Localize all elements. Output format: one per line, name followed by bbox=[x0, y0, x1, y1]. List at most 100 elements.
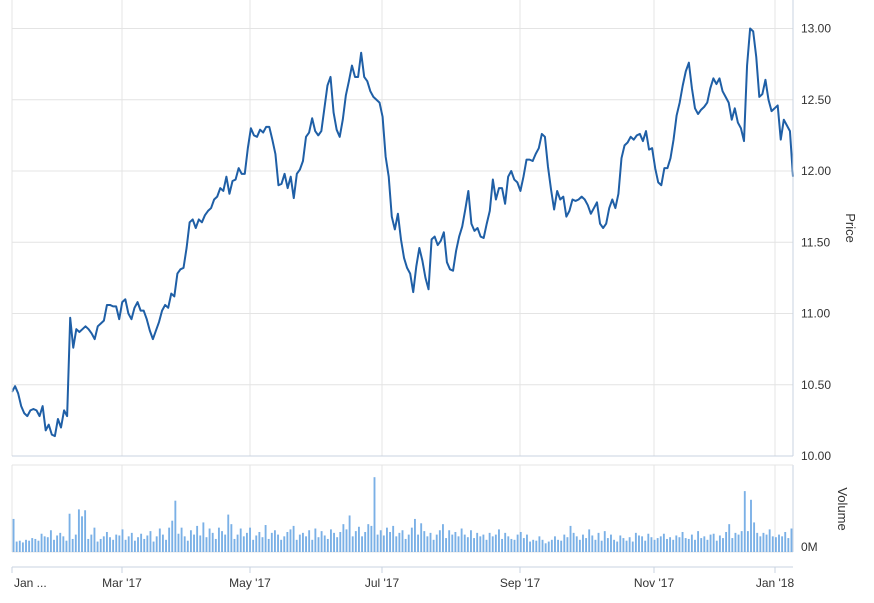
volume-bar bbox=[485, 539, 488, 552]
volume-bar bbox=[582, 534, 584, 552]
volume-bar bbox=[242, 536, 245, 552]
volume-bar bbox=[130, 532, 133, 552]
volume-bar bbox=[112, 539, 115, 552]
volume-bar bbox=[578, 539, 581, 552]
volume-bar bbox=[376, 534, 379, 552]
volume-bar bbox=[258, 531, 261, 552]
volume-bar bbox=[317, 537, 320, 552]
volume-bar bbox=[588, 529, 591, 552]
volume-bar bbox=[445, 538, 447, 552]
volume-bar bbox=[305, 536, 307, 552]
volume-bar bbox=[454, 531, 457, 552]
volume-bar bbox=[600, 540, 603, 552]
volume-bar bbox=[121, 529, 124, 552]
volume-bar bbox=[759, 536, 762, 552]
volume-bar bbox=[59, 532, 62, 552]
volume-bar bbox=[367, 524, 370, 552]
volume-bar bbox=[286, 531, 289, 552]
volume-bar bbox=[71, 538, 74, 552]
volume-bar bbox=[389, 531, 391, 552]
volume-bar bbox=[784, 531, 787, 552]
volume-bar bbox=[96, 541, 99, 552]
volume-bar bbox=[93, 527, 96, 552]
volume-bar bbox=[348, 515, 351, 552]
volume-bar bbox=[358, 526, 360, 552]
volume-bar bbox=[273, 530, 276, 552]
volume-bar bbox=[214, 538, 217, 552]
volume-bar bbox=[715, 540, 718, 552]
volume-bar bbox=[407, 534, 410, 552]
volume-bar bbox=[616, 541, 619, 552]
volume-bar bbox=[202, 522, 205, 552]
volume-bar bbox=[189, 530, 192, 552]
volume-bar bbox=[572, 532, 575, 552]
volume-bar bbox=[473, 538, 475, 552]
volume-bar bbox=[249, 527, 251, 552]
volume-bar bbox=[634, 532, 637, 552]
volume-bar bbox=[392, 525, 395, 552]
volume-bar bbox=[77, 509, 80, 552]
volume-axis-title: Volume bbox=[835, 487, 850, 530]
volume-bar bbox=[566, 537, 569, 552]
volume-bar bbox=[641, 536, 644, 552]
volume-bar bbox=[728, 524, 731, 552]
volume-bar bbox=[790, 528, 793, 552]
volume-bar bbox=[513, 539, 516, 552]
axes bbox=[11, 0, 794, 568]
volume-bar bbox=[105, 531, 108, 552]
volume-bar bbox=[438, 530, 441, 552]
volume-bar bbox=[504, 532, 507, 552]
volume-bar bbox=[155, 536, 158, 552]
volume-bar bbox=[342, 524, 345, 552]
volume-bar bbox=[21, 542, 24, 552]
volume-bar bbox=[771, 536, 774, 552]
volume-bar bbox=[280, 539, 283, 552]
volume-bar bbox=[563, 534, 566, 552]
volume-bar bbox=[753, 522, 756, 552]
volume-bar bbox=[221, 531, 223, 552]
x-tick-label: May '17 bbox=[229, 576, 271, 590]
volume-bar bbox=[333, 532, 335, 552]
volume-bar bbox=[261, 537, 264, 552]
volume-bar bbox=[186, 540, 189, 552]
volume-bar bbox=[547, 541, 550, 552]
volume-bar bbox=[494, 534, 497, 552]
volume-bar bbox=[781, 536, 784, 552]
volume-bar bbox=[345, 529, 348, 552]
volume-bar bbox=[516, 534, 519, 552]
volume-bar bbox=[289, 529, 292, 552]
volume-bar bbox=[143, 538, 146, 552]
volume-bar bbox=[386, 527, 388, 552]
volume-bar bbox=[644, 540, 647, 552]
volume-bar bbox=[429, 532, 432, 552]
volume-bar bbox=[681, 531, 684, 552]
volume-bar bbox=[152, 541, 155, 552]
volume-bar bbox=[404, 538, 407, 552]
volume-bar bbox=[326, 538, 329, 552]
volume-bar bbox=[277, 534, 279, 552]
volume-bar bbox=[569, 525, 572, 552]
volume-bar bbox=[65, 540, 68, 552]
volume-bar bbox=[610, 534, 612, 552]
volume-bar bbox=[320, 531, 323, 552]
volume-bar bbox=[158, 528, 161, 552]
volume-bar bbox=[314, 528, 317, 552]
volume-bar bbox=[672, 539, 675, 552]
volume-bar bbox=[669, 537, 672, 552]
volume-bar bbox=[264, 525, 267, 552]
volume-bar bbox=[109, 537, 111, 552]
volume-bar bbox=[557, 539, 560, 552]
volume-bar bbox=[127, 536, 130, 552]
volume-bar bbox=[426, 536, 429, 552]
price-axis-title: Price bbox=[843, 213, 858, 243]
volume-bar bbox=[401, 530, 404, 552]
volume-bar bbox=[199, 535, 202, 552]
volume-bar bbox=[603, 531, 606, 552]
volume-bar bbox=[476, 532, 479, 552]
volume-bar bbox=[479, 536, 482, 552]
volume-bar bbox=[382, 535, 385, 552]
volume-bar bbox=[470, 530, 472, 552]
volume-bar bbox=[25, 539, 27, 552]
x-tick-labels: Jan ... Mar '17 May '17 Jul '17 Sep '17 Nov '… bbox=[11, 567, 794, 590]
volume-bar bbox=[183, 536, 186, 552]
